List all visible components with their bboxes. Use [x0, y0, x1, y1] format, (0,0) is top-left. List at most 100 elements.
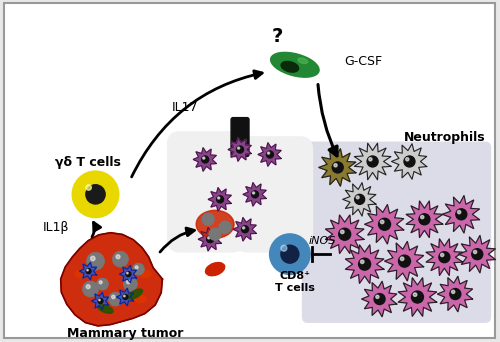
Polygon shape: [342, 183, 376, 216]
Circle shape: [86, 252, 104, 270]
Polygon shape: [92, 292, 108, 310]
Circle shape: [202, 156, 208, 163]
Circle shape: [108, 292, 122, 306]
Circle shape: [209, 228, 221, 240]
Ellipse shape: [298, 58, 308, 64]
FancyArrowPatch shape: [318, 84, 337, 156]
Circle shape: [400, 257, 404, 261]
Circle shape: [90, 256, 95, 261]
Text: IL17: IL17: [172, 101, 199, 114]
Circle shape: [86, 185, 92, 190]
Text: IL1β: IL1β: [42, 221, 69, 234]
Polygon shape: [80, 262, 96, 280]
Circle shape: [112, 295, 115, 299]
Circle shape: [456, 209, 467, 220]
Circle shape: [270, 234, 310, 274]
Polygon shape: [243, 183, 266, 206]
Polygon shape: [319, 149, 356, 186]
Polygon shape: [384, 241, 424, 281]
Polygon shape: [398, 278, 436, 316]
Ellipse shape: [196, 210, 234, 238]
Circle shape: [360, 260, 364, 264]
Polygon shape: [326, 215, 364, 253]
Circle shape: [98, 299, 100, 301]
Circle shape: [96, 278, 108, 290]
Circle shape: [72, 171, 118, 217]
Circle shape: [252, 192, 254, 194]
Circle shape: [356, 196, 359, 199]
Ellipse shape: [74, 270, 86, 278]
Polygon shape: [406, 201, 442, 238]
FancyBboxPatch shape: [4, 3, 495, 338]
Polygon shape: [258, 143, 281, 166]
Polygon shape: [438, 276, 472, 312]
Circle shape: [202, 213, 214, 225]
Circle shape: [474, 250, 476, 254]
Circle shape: [440, 253, 444, 256]
Polygon shape: [426, 239, 463, 275]
Circle shape: [439, 252, 450, 263]
Polygon shape: [233, 218, 256, 241]
Circle shape: [124, 277, 138, 291]
Text: G-CSF: G-CSF: [344, 55, 383, 68]
Ellipse shape: [270, 52, 319, 77]
Circle shape: [367, 156, 378, 167]
Polygon shape: [442, 196, 480, 233]
Circle shape: [354, 194, 364, 204]
Circle shape: [86, 268, 91, 274]
Circle shape: [334, 163, 337, 167]
Circle shape: [124, 295, 125, 297]
Text: ?: ?: [271, 27, 282, 47]
Polygon shape: [193, 148, 216, 171]
FancyArrowPatch shape: [132, 71, 262, 177]
Text: CD8⁺
T cells: CD8⁺ T cells: [275, 271, 315, 293]
Ellipse shape: [128, 289, 142, 299]
Ellipse shape: [140, 270, 151, 278]
Circle shape: [135, 266, 138, 269]
Circle shape: [132, 263, 144, 275]
Circle shape: [414, 293, 417, 297]
Circle shape: [123, 294, 128, 300]
Polygon shape: [228, 138, 252, 161]
FancyArrowPatch shape: [160, 228, 194, 252]
Polygon shape: [346, 245, 384, 284]
Circle shape: [450, 289, 461, 300]
Text: Neutrophils: Neutrophils: [404, 131, 485, 144]
Circle shape: [236, 146, 244, 153]
Polygon shape: [458, 235, 496, 273]
Circle shape: [406, 158, 409, 161]
Circle shape: [374, 293, 385, 304]
Circle shape: [281, 245, 299, 263]
Polygon shape: [354, 143, 391, 180]
Polygon shape: [116, 288, 134, 306]
Circle shape: [380, 220, 384, 224]
Circle shape: [266, 151, 274, 158]
Circle shape: [99, 281, 102, 284]
FancyBboxPatch shape: [231, 118, 249, 157]
FancyArrowPatch shape: [92, 222, 100, 237]
Circle shape: [242, 226, 248, 233]
Circle shape: [82, 281, 98, 297]
Polygon shape: [120, 265, 136, 283]
Circle shape: [238, 147, 240, 149]
FancyBboxPatch shape: [168, 133, 244, 251]
Circle shape: [376, 295, 379, 299]
Circle shape: [87, 269, 88, 271]
Circle shape: [369, 158, 372, 161]
Circle shape: [452, 290, 455, 293]
Polygon shape: [208, 187, 232, 211]
Circle shape: [412, 291, 424, 303]
Ellipse shape: [281, 62, 298, 72]
Circle shape: [86, 185, 105, 204]
Circle shape: [472, 249, 482, 260]
Circle shape: [281, 245, 287, 251]
Circle shape: [116, 255, 120, 259]
Circle shape: [126, 280, 130, 284]
Polygon shape: [362, 281, 397, 317]
Polygon shape: [60, 233, 162, 326]
Polygon shape: [364, 205, 404, 244]
Polygon shape: [392, 144, 426, 179]
Circle shape: [126, 272, 128, 274]
Circle shape: [419, 214, 430, 225]
Circle shape: [398, 255, 410, 267]
